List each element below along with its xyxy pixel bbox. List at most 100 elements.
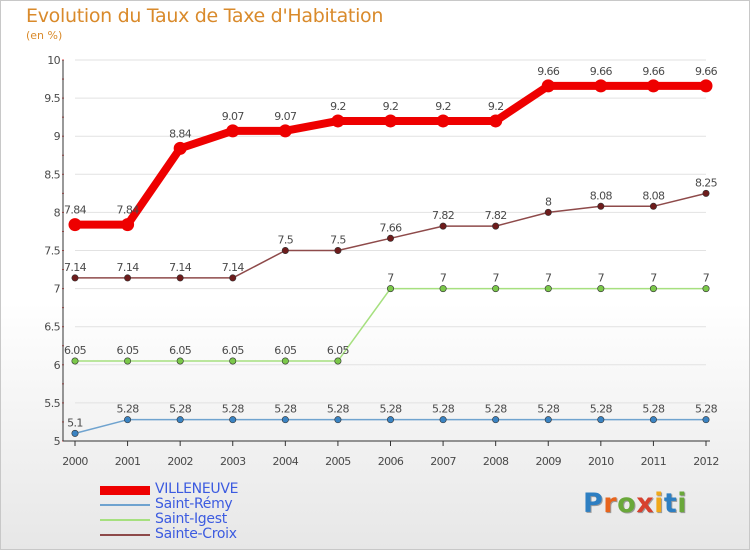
logo-letter: P <box>583 488 604 519</box>
data-point-sainte-croix <box>334 247 342 255</box>
data-label-villeneuve: 9.2 <box>435 100 451 113</box>
y-tick-label: 6 <box>54 359 61 372</box>
data-label-saint-igest: 7 <box>650 272 657 285</box>
legend-item-saint-igest: Saint-Igest <box>100 511 340 528</box>
data-point-saint-igest <box>124 357 132 365</box>
data-point-sainte-croix <box>544 208 552 216</box>
x-tick-label: 2005 <box>325 455 351 468</box>
data-point-saint-remy <box>176 416 184 424</box>
y-unit-label: (en %) <box>26 29 63 42</box>
legend-label-saint-remy: Saint-Rémy <box>155 496 233 512</box>
logo-letter: t <box>663 488 678 519</box>
data-label-saint-remy: 5.28 <box>169 403 192 416</box>
data-point-villeneuve <box>489 114 503 128</box>
data-point-villeneuve <box>646 79 660 93</box>
data-point-sainte-croix <box>176 274 184 282</box>
data-point-saint-remy <box>386 416 394 424</box>
data-point-villeneuve <box>173 141 187 155</box>
data-label-sainte-croix: 8 <box>545 195 552 208</box>
y-tick-label: 10 <box>47 54 60 67</box>
logo-letter: i <box>654 488 664 519</box>
data-label-sainte-croix: 8.25 <box>695 176 718 189</box>
logo-letter: o <box>617 488 637 519</box>
data-label-villeneuve: 9.07 <box>274 110 297 123</box>
legend-label-villeneuve: VILLENEUVE <box>155 481 239 497</box>
data-point-saint-igest <box>702 285 710 293</box>
data-label-sainte-croix: 7.14 <box>169 261 192 274</box>
data-point-saint-igest <box>439 285 447 293</box>
data-point-saint-igest <box>649 285 657 293</box>
legend-item-sainte-croix: Sainte-Croix <box>100 526 340 543</box>
y-tick-label: 9.5 <box>44 92 60 105</box>
data-point-villeneuve <box>121 218 135 232</box>
legend: VILLENEUVE Saint-Rémy Saint-Igest Sainte… <box>100 481 340 543</box>
x-tick-label: 2002 <box>167 455 193 468</box>
x-tick-label: 2011 <box>641 455 667 468</box>
data-point-villeneuve <box>68 218 82 232</box>
data-point-villeneuve <box>541 79 555 93</box>
data-label-saint-igest: 6.05 <box>327 344 350 357</box>
data-point-sainte-croix <box>124 274 132 282</box>
data-point-saint-igest <box>386 285 394 293</box>
data-label-saint-igest: 7 <box>492 272 499 285</box>
data-label-villeneuve: 9.66 <box>695 65 718 78</box>
y-tick-label: 5 <box>54 435 61 448</box>
data-point-saint-remy <box>492 416 500 424</box>
legend-swatch-villeneuve <box>100 485 150 495</box>
x-tick-label: 2000 <box>62 455 88 468</box>
data-label-saint-igest: 6.05 <box>64 344 87 357</box>
data-label-sainte-croix: 7.14 <box>117 261 140 274</box>
data-point-saint-remy <box>597 416 605 424</box>
chart-title: Evolution du Taux de Taxe d'Habitation <box>26 5 384 27</box>
data-point-saint-igest <box>176 357 184 365</box>
legend-label-saint-igest: Saint-Igest <box>155 511 227 527</box>
data-point-saint-igest <box>229 357 237 365</box>
data-point-saint-remy <box>334 416 342 424</box>
y-tick-label: 8.5 <box>44 168 60 181</box>
data-label-villeneuve: 8.84 <box>169 127 192 140</box>
data-label-saint-igest: 6.05 <box>169 344 192 357</box>
y-tick-label: 8 <box>54 206 61 219</box>
x-tick-label: 2007 <box>430 455 456 468</box>
data-label-saint-igest: 7 <box>598 272 605 285</box>
data-label-saint-igest: 7 <box>545 272 552 285</box>
data-label-saint-remy: 5.28 <box>485 403 508 416</box>
data-label-sainte-croix: 7.82 <box>432 209 454 222</box>
data-label-saint-igest: 7 <box>387 272 394 285</box>
logo-letter: x <box>636 488 655 519</box>
data-point-saint-remy <box>281 416 289 424</box>
y-tick-label: 5.5 <box>44 397 60 410</box>
data-point-villeneuve <box>699 79 713 93</box>
data-label-sainte-croix: 7.82 <box>485 209 507 222</box>
data-label-saint-remy: 5.28 <box>432 403 455 416</box>
x-tick-label: 2004 <box>273 455 299 468</box>
data-label-sainte-croix: 8.08 <box>642 189 665 202</box>
data-label-saint-remy: 5.28 <box>327 403 350 416</box>
data-label-villeneuve: 7.84 <box>64 204 87 217</box>
data-label-villeneuve: 7.84 <box>117 204 140 217</box>
data-point-saint-remy <box>71 429 79 437</box>
data-label-sainte-croix: 7.5 <box>330 234 346 247</box>
x-tick-label: 2001 <box>115 455 141 468</box>
data-point-villeneuve <box>331 114 345 128</box>
y-tick-label: 9 <box>54 130 61 143</box>
data-label-saint-remy: 5.28 <box>117 403 140 416</box>
data-point-sainte-croix <box>649 202 657 210</box>
data-point-saint-remy <box>124 416 132 424</box>
legend-label-sainte-croix: Sainte-Croix <box>155 526 237 542</box>
data-label-saint-remy: 5.28 <box>274 403 297 416</box>
data-label-sainte-croix: 7.66 <box>379 221 402 234</box>
data-label-saint-remy: 5.28 <box>537 403 560 416</box>
data-point-saint-remy <box>544 416 552 424</box>
data-point-sainte-croix <box>229 274 237 282</box>
data-label-saint-remy: 5.28 <box>642 403 665 416</box>
data-point-saint-remy <box>439 416 447 424</box>
data-label-saint-remy: 5.28 <box>379 403 402 416</box>
data-point-saint-igest <box>492 285 500 293</box>
data-point-saint-remy <box>649 416 657 424</box>
data-label-villeneuve: 9.66 <box>590 65 613 78</box>
data-point-sainte-croix <box>71 274 79 282</box>
data-label-saint-igest: 6.05 <box>117 344 140 357</box>
y-tick-label: 7.5 <box>44 245 60 258</box>
